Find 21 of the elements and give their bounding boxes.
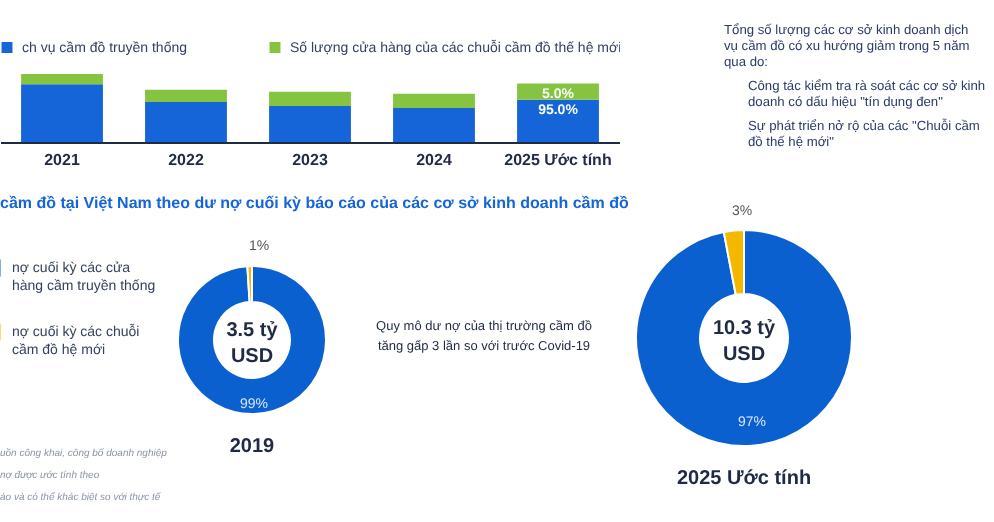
text: 2019 — [229, 436, 276, 458]
bar — [269, 91, 351, 106]
x-tick-label: 2021 — [44, 151, 81, 169]
text: 3.5 tỷ USD — [226, 320, 279, 368]
chart-title: cầm đồ tại Việt Nam theo dư nợ cuối kỳ báo cáo của các cơ sở kinh doanh cầm đồ — [0, 194, 629, 212]
bar — [145, 101, 227, 142]
text: 2025 Ước tính — [676, 468, 812, 490]
x-tick-label: 2025 Ước tính — [504, 151, 612, 169]
bar — [145, 89, 227, 102]
x-tick-label: 2022 — [168, 151, 205, 169]
bar — [393, 108, 475, 142]
bar — [21, 84, 103, 142]
donut-slice — [177, 265, 327, 415]
bar — [393, 93, 475, 108]
x-tick-label: 2024 — [416, 151, 453, 169]
bar — [269, 105, 351, 142]
bar — [21, 74, 103, 85]
text: 10.3 tỷ USD — [712, 318, 776, 366]
x-tick-label: 2023 — [292, 151, 329, 169]
bar — [517, 99, 599, 142]
donut-slice — [635, 229, 853, 447]
